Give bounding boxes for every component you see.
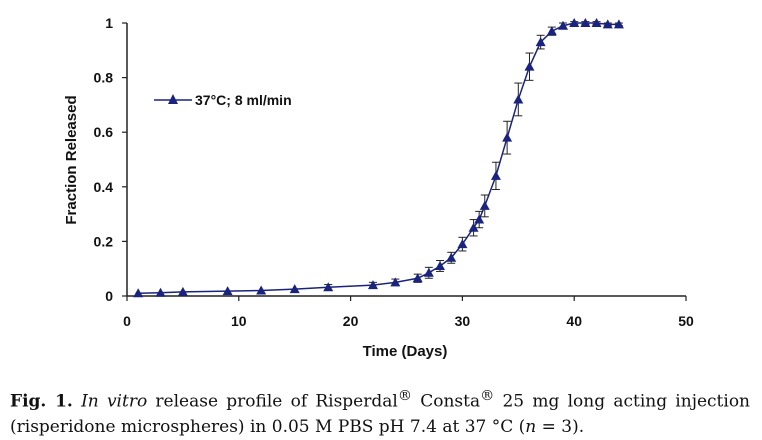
data-point bbox=[591, 18, 602, 27]
data-point bbox=[222, 286, 233, 296]
data-point bbox=[133, 288, 144, 298]
data-point bbox=[457, 239, 468, 249]
data-point bbox=[423, 267, 434, 277]
data-point bbox=[580, 18, 591, 27]
data-point bbox=[435, 260, 446, 270]
legend: 37°C; 8 ml/min bbox=[154, 92, 292, 108]
data-point bbox=[155, 287, 166, 297]
data-point bbox=[613, 19, 624, 29]
data-point bbox=[412, 273, 423, 283]
data-point bbox=[490, 170, 501, 180]
data-point bbox=[446, 252, 457, 262]
data-point bbox=[323, 282, 334, 292]
chart-series bbox=[133, 18, 624, 298]
x-tick-label: 40 bbox=[566, 313, 582, 329]
caption-text-4: = 3). bbox=[536, 416, 585, 437]
data-point bbox=[602, 19, 613, 29]
caption-n: n bbox=[525, 416, 537, 437]
x-axis-title: Time (Days) bbox=[363, 343, 448, 360]
data-point bbox=[513, 94, 524, 104]
caption-text-1: release profile of Risperdal bbox=[147, 391, 398, 412]
legend-label: 37°C; 8 ml/min bbox=[195, 92, 292, 108]
series-line bbox=[138, 22, 619, 295]
data-point bbox=[479, 200, 490, 210]
data-point bbox=[177, 286, 188, 296]
caption-sup-2: ® bbox=[480, 388, 495, 404]
caption-label: Fig. 1. bbox=[10, 391, 73, 412]
x-tick-label: 10 bbox=[231, 313, 247, 329]
data-point bbox=[502, 132, 513, 142]
y-tick-label: 1 bbox=[105, 15, 113, 31]
data-point bbox=[569, 18, 580, 27]
chart-ticks: 0 10 20 30 40 50 0 0.2 0.4 0.6 0.8 1 bbox=[94, 15, 694, 329]
data-point bbox=[390, 277, 401, 287]
legend-marker bbox=[168, 94, 178, 104]
data-point bbox=[558, 20, 569, 30]
data-point bbox=[524, 61, 535, 71]
y-tick-label: 0.6 bbox=[94, 124, 114, 140]
data-point bbox=[367, 280, 378, 290]
data-point bbox=[546, 26, 557, 36]
y-tick-label: 0.4 bbox=[94, 179, 114, 195]
chart: 0 10 20 30 40 50 0 0.2 0.4 0.6 0.8 1 Time (Days) Fr… bbox=[63, 15, 694, 360]
y-tick-label: 0 bbox=[105, 288, 113, 304]
caption-sup-1: ® bbox=[397, 388, 412, 404]
y-tick-label: 0.2 bbox=[94, 233, 114, 249]
x-tick-label: 30 bbox=[455, 313, 471, 329]
y-tick-label: 0.8 bbox=[94, 70, 114, 86]
data-point bbox=[256, 285, 267, 295]
caption-text-2: Consta bbox=[411, 391, 481, 412]
data-point bbox=[468, 222, 479, 232]
y-axis-title: Fraction Released bbox=[63, 95, 80, 224]
chart-axes bbox=[126, 23, 686, 297]
data-point bbox=[535, 37, 546, 47]
figure-caption: Fig. 1. In vitro release profile of Risp… bbox=[10, 384, 750, 440]
data-point bbox=[289, 284, 300, 294]
caption-italic: In vitro bbox=[81, 391, 148, 412]
x-tick-label: 20 bbox=[343, 313, 359, 329]
data-point bbox=[474, 214, 485, 224]
x-tick-label: 0 bbox=[123, 313, 131, 329]
x-tick-label: 50 bbox=[678, 313, 694, 329]
caption-text-3: 25 mg long acting injection (risperidone… bbox=[10, 391, 751, 437]
